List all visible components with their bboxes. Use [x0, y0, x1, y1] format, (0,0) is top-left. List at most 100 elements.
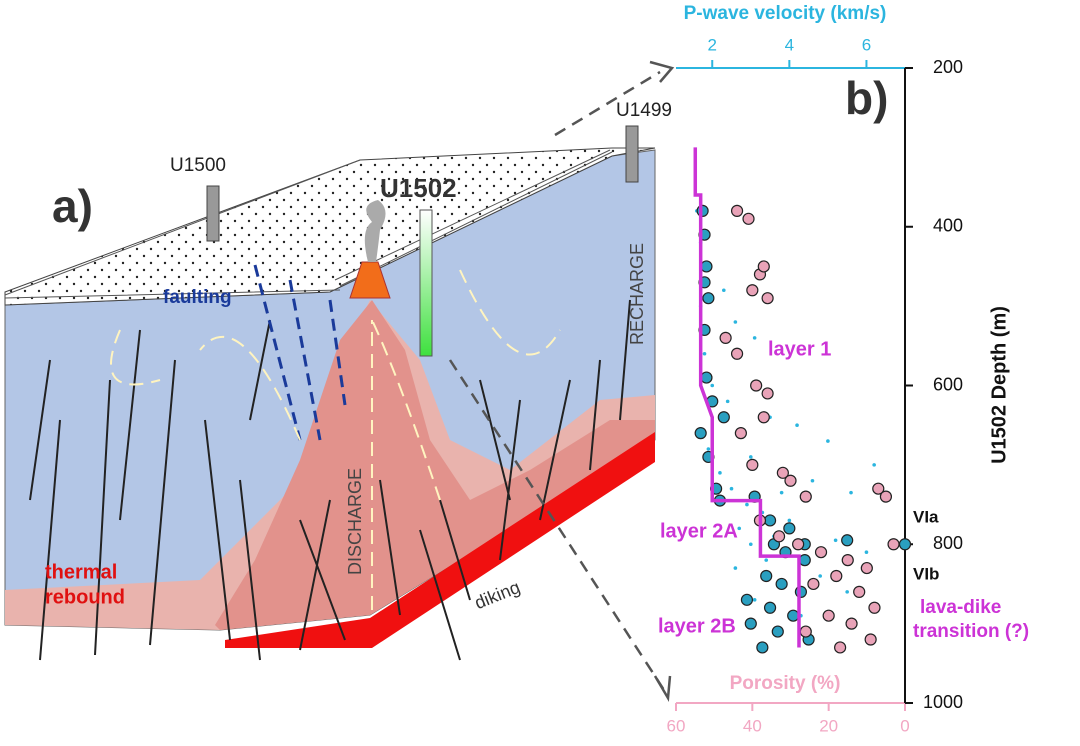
sample-point [730, 204, 744, 217]
sample-point [763, 601, 777, 614]
sample-point [799, 490, 812, 503]
discharge-label: DISCHARGE [345, 468, 365, 575]
sample-point [719, 331, 732, 344]
x2-tick-label: 40 [743, 716, 762, 735]
x2-tick-label: 20 [819, 716, 838, 735]
velocity-point [787, 518, 792, 523]
recharge-label: RECHARGE [627, 243, 647, 345]
well-u1502 [419, 209, 433, 357]
sample-point [740, 593, 754, 606]
y-axis-title: U1502 Depth (m) [988, 306, 1010, 464]
velocity-point [722, 288, 726, 293]
x2-axis-title: Porosity (%) [730, 673, 841, 694]
velocity-point [710, 383, 715, 388]
zoom-arrow-bottom [448, 359, 666, 691]
annotation: VIb [913, 564, 939, 583]
velocity-point [733, 320, 738, 324]
y-tick-label: 200 [933, 57, 963, 77]
sample-point [868, 601, 881, 614]
sample-point [761, 292, 774, 305]
velocity-point [818, 574, 822, 578]
discharge-plume [215, 300, 655, 630]
sample-point [822, 609, 835, 622]
velocity-point [872, 463, 876, 467]
well-label: U1499 [616, 100, 672, 121]
x2-tick-label: 60 [667, 716, 686, 735]
sample-point [814, 546, 828, 559]
y-tick-label: 800 [933, 533, 963, 553]
sample-point [694, 427, 707, 440]
x-tick-label: 6 [862, 35, 871, 54]
sample-point [742, 212, 755, 225]
sample-point [864, 633, 877, 646]
sample-point [853, 585, 866, 598]
velocity-point [752, 598, 757, 602]
annotation: layer 2B [658, 615, 736, 637]
sample-point [784, 474, 797, 487]
x2-tick-label: 0 [900, 716, 909, 735]
arrow-head [653, 675, 672, 702]
sample-point [898, 538, 912, 551]
velocity-point [826, 439, 830, 443]
well-label: U1502 [380, 173, 457, 203]
annotation: lava-dike [920, 597, 1001, 618]
sample-point [872, 482, 885, 495]
sample-point [830, 569, 843, 583]
sample-point [700, 260, 713, 273]
sample-point [841, 554, 854, 567]
sample-point [834, 641, 847, 654]
sample-point [760, 569, 773, 583]
sample-point [879, 490, 893, 503]
sample-point [798, 554, 811, 567]
sediment-layers [4, 149, 613, 299]
velocity-point [752, 336, 757, 340]
velocity-point [725, 399, 730, 404]
velocity-point [779, 490, 784, 495]
sample-point [761, 387, 774, 400]
sample-point [792, 538, 805, 551]
annotation: VIa [913, 507, 939, 526]
velocity-point [702, 351, 707, 356]
sample-point [700, 371, 713, 384]
velocity-point [764, 558, 769, 562]
sample-point [776, 466, 789, 479]
sample-point [730, 347, 744, 360]
sample-point [757, 411, 770, 424]
sample-point [717, 411, 730, 424]
velocity-point [748, 542, 753, 547]
sample-point [887, 538, 900, 551]
x-axis-title: P-wave velocity (km/s) [684, 3, 887, 24]
faults [253, 264, 347, 441]
flow-paths [110, 269, 561, 610]
x-tick-label: 2 [708, 35, 717, 54]
sample-point [841, 534, 854, 547]
y-tick-label: 1000 [923, 692, 963, 712]
sample-point [860, 561, 873, 575]
sample-point [772, 530, 786, 543]
sample-point [746, 284, 759, 297]
thermal-label: rebound [45, 586, 125, 608]
velocity-point [845, 590, 849, 594]
sample-point [702, 292, 715, 305]
zoom-arrow-top [554, 70, 661, 137]
velocity-point [810, 478, 815, 483]
sample-point [746, 458, 759, 471]
sample-point [756, 641, 769, 654]
layer-line [693, 147, 801, 648]
velocity-point [745, 502, 749, 507]
velocity-point [718, 471, 722, 475]
sample-point [763, 514, 777, 527]
well-u1500 [206, 185, 220, 242]
sample-point [845, 617, 858, 630]
vent-plume [364, 200, 386, 262]
sample-point [787, 609, 800, 622]
sample-point [757, 260, 770, 273]
sample-point [799, 625, 812, 638]
x-tick-label: 4 [785, 35, 794, 54]
block-diagram: a) U1500 U1502 U1499 faulting RECHARGE D… [4, 60, 675, 702]
sample-point [794, 585, 808, 598]
y-tick-label: 600 [933, 374, 963, 394]
sample-point [783, 522, 796, 535]
velocity-point [737, 526, 742, 531]
